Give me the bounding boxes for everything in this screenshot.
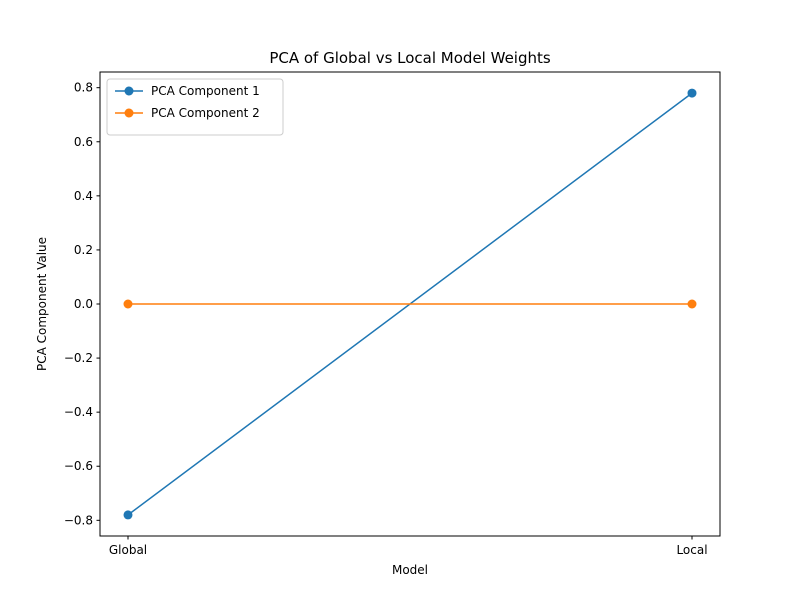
legend-label-2: PCA Component 2: [151, 106, 260, 120]
series-1-point: [687, 88, 697, 98]
chart-title: PCA of Global vs Local Model Weights: [269, 49, 551, 67]
series-layer: [123, 88, 697, 520]
x-tick-label: Global: [109, 543, 147, 557]
plot-frame: [99, 71, 721, 537]
y-tick-label: −0.2: [64, 351, 93, 365]
y-tick-label: 0.0: [74, 297, 93, 311]
y-tick-label: −0.4: [64, 405, 93, 419]
y-tick-label: −0.6: [64, 459, 93, 473]
axes-layer: −0.8 −0.6 −0.4 −0.2 0.0 0.2 0.4 0.6 0.8 Global Loc…: [64, 81, 708, 557]
series-2-point: [123, 299, 133, 309]
y-tick-label: −0.8: [64, 513, 93, 527]
y-axis-label: PCA Component Value: [35, 237, 49, 371]
legend-marker-2: [124, 108, 134, 118]
y-tick-label: 0.8: [74, 81, 93, 95]
series-1-point: [123, 510, 133, 520]
y-tick-label: 0.2: [74, 243, 93, 257]
x-tick-label: Local: [676, 543, 707, 557]
x-axis-label: Model: [392, 563, 428, 577]
legend-box: [106, 78, 284, 136]
legend-marker-1: [124, 86, 134, 96]
series-2-point: [687, 299, 697, 309]
y-tick-label: 0.4: [74, 189, 93, 203]
legend-label-1: PCA Component 1: [151, 84, 260, 98]
legend: PCA Component 1 PCA Component 2: [106, 78, 284, 136]
y-tick-label: 0.6: [74, 135, 93, 149]
